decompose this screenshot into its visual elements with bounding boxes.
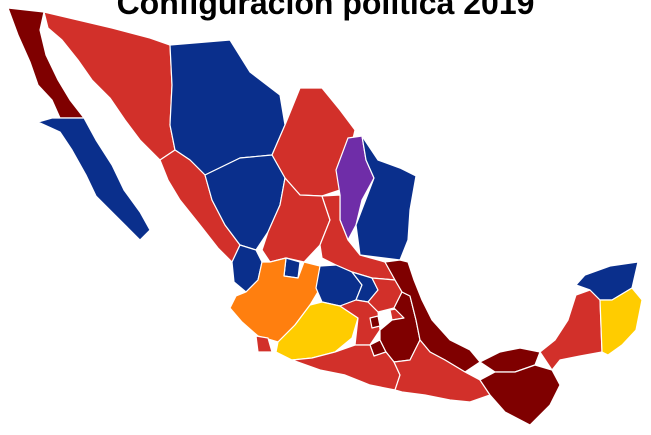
- state-michoacan[interactable]: [275, 301, 359, 361]
- state-chiapas[interactable]: [479, 364, 561, 426]
- state-coahuila[interactable]: [271, 87, 356, 197]
- state-sonora[interactable]: [43, 11, 176, 161]
- state-guerrero[interactable]: [291, 344, 401, 391]
- state-aguascalientes[interactable]: [283, 257, 301, 279]
- state-tamaulipas[interactable]: [355, 135, 417, 261]
- state-colima[interactable]: [255, 335, 273, 353]
- map-title: Configuración política 2019: [116, 0, 535, 21]
- state-baja-california-sur[interactable]: [37, 117, 151, 241]
- state-quintana-roo[interactable]: [599, 287, 643, 356]
- state-campeche[interactable]: [539, 289, 603, 371]
- state-chihuahua[interactable]: [169, 39, 286, 176]
- state-ciudad-de-mexico[interactable]: [369, 315, 381, 329]
